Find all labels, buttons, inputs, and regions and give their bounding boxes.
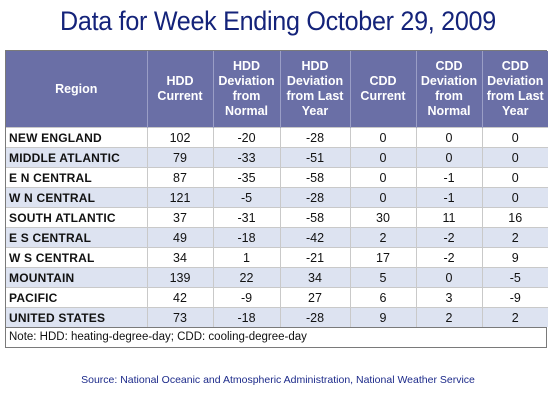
value-cell: 49 [147,227,214,248]
column-header: HDD Deviation from Normal [213,51,281,128]
value-cell: 73 [147,307,214,327]
value-cell: 0 [416,147,483,168]
page-title: Data for Week Ending October 29, 2009 [60,6,496,36]
value-cell: -9 [213,287,281,308]
value-cell: 34 [147,247,214,268]
value-cell: 16 [482,207,548,228]
value-cell: 121 [147,187,214,208]
value-cell: -20 [213,127,281,148]
value-cell: 6 [350,287,417,308]
region-cell: MOUNTAIN [6,267,148,288]
value-cell: 79 [147,147,214,168]
value-cell: 17 [350,247,417,268]
value-cell: -28 [280,307,351,327]
value-cell: 27 [280,287,351,308]
value-cell: 0 [482,147,548,168]
table-row: MOUNTAIN 139 22 34 5 0 -5 [6,267,548,288]
table-row: MIDDLE ATLANTIC 79 -33 -51 0 0 0 [6,147,548,168]
table-row: PACIFIC 42 -9 27 6 3 -9 [6,287,548,308]
region-cell: MIDDLE ATLANTIC [6,147,148,168]
value-cell: 0 [482,167,548,188]
value-cell: -2 [416,227,483,248]
column-header: CDD Current [350,51,417,128]
table-row: UNITED STATES 73 -18 -28 9 2 2 [6,307,548,327]
value-cell: -18 [213,227,281,248]
region-cell: E S CENTRAL [6,227,148,248]
value-cell: 87 [147,167,214,188]
value-cell: 0 [350,187,417,208]
column-header: CDD Deviation from Normal [416,51,483,128]
column-header: CDD Deviation from Last Year [482,51,548,128]
region-cell: UNITED STATES [6,307,148,327]
value-cell: 139 [147,267,214,288]
table-row: SOUTH ATLANTIC 37 -31 -58 30 11 16 [6,207,548,228]
value-cell: 0 [350,127,417,148]
value-cell: -1 [416,167,483,188]
table-body: NEW ENGLAND 102 -20 -28 0 0 0 MIDDLE ATLANTIC 79… [6,127,548,327]
table-row: W S CENTRAL 34 1 -21 17 -2 9 [6,247,548,268]
value-cell: 102 [147,127,214,148]
value-cell: 22 [213,267,281,288]
region-cell: SOUTH ATLANTIC [6,207,148,228]
column-header: HDD Current [147,51,214,128]
column-header-region: Region [6,51,148,128]
value-cell: 11 [416,207,483,228]
value-cell: 0 [350,147,417,168]
value-cell: -5 [213,187,281,208]
value-cell: -2 [416,247,483,268]
value-cell: 0 [416,127,483,148]
table-row: E S CENTRAL 49 -18 -42 2 -2 2 [6,227,548,248]
value-cell: 0 [416,267,483,288]
column-header: HDD Deviation from Last Year [280,51,351,128]
table-row: W N CENTRAL 121 -5 -28 0 -1 0 [6,187,548,208]
region-cell: PACIFIC [6,287,148,308]
region-cell: W N CENTRAL [6,187,148,208]
value-cell: -58 [280,167,351,188]
value-cell: -9 [482,287,548,308]
value-cell: 1 [213,247,281,268]
value-cell: -5 [482,267,548,288]
region-cell: E N CENTRAL [6,167,148,188]
value-cell: 0 [482,187,548,208]
value-cell: 42 [147,287,214,308]
source-credit: Source: National Oceanic and Atmospheric… [81,374,475,386]
value-cell: 0 [350,167,417,188]
value-cell: -18 [213,307,281,327]
region-cell: NEW ENGLAND [6,127,148,148]
value-cell: -51 [280,147,351,168]
value-cell: -28 [280,127,351,148]
value-cell: 9 [482,247,548,268]
value-cell: 0 [482,127,548,148]
value-cell: -33 [213,147,281,168]
data-table-frame: Region HDD Current HDD Deviation from Norm… [5,50,548,348]
region-cell: W S CENTRAL [6,247,148,268]
value-cell: 5 [350,267,417,288]
value-cell: -28 [280,187,351,208]
degree-day-table: Region HDD Current HDD Deviation from Norm… [6,51,548,327]
value-cell: 37 [147,207,214,228]
table-row: E N CENTRAL 87 -35 -58 0 -1 0 [6,167,548,188]
table-row: NEW ENGLAND 102 -20 -28 0 0 0 [6,127,548,148]
value-cell: -58 [280,207,351,228]
value-cell: -35 [213,167,281,188]
value-cell: 30 [350,207,417,228]
value-cell: 34 [280,267,351,288]
value-cell: -1 [416,187,483,208]
value-cell: -21 [280,247,351,268]
value-cell: -31 [213,207,281,228]
value-cell: 2 [482,307,548,327]
value-cell: 2 [416,307,483,327]
value-cell: 2 [350,227,417,248]
table-note: Note: HDD: heating-degree-day; CDD: cool… [6,327,546,347]
value-cell: 3 [416,287,483,308]
table-header-row: Region HDD Current HDD Deviation from Norm… [6,51,548,128]
value-cell: 2 [482,227,548,248]
value-cell: -42 [280,227,351,248]
value-cell: 9 [350,307,417,327]
